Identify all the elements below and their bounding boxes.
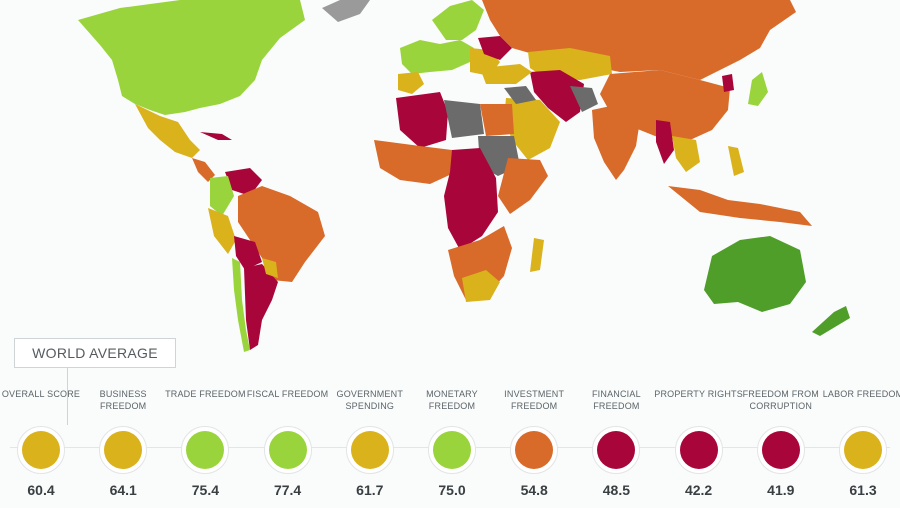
region-australia[interactable] bbox=[704, 236, 806, 312]
world-average-connector bbox=[67, 367, 68, 425]
region-europe-west[interactable] bbox=[400, 40, 474, 74]
region-new-zealand[interactable] bbox=[812, 306, 850, 336]
region-bolivia[interactable] bbox=[234, 236, 262, 270]
metric-value: 61.3 bbox=[849, 482, 877, 498]
metric-score-dot bbox=[186, 431, 225, 469]
region-greenland bbox=[322, 0, 370, 22]
region-ukraine[interactable] bbox=[478, 36, 512, 60]
metric-value: 41.9 bbox=[767, 482, 795, 498]
metric-2[interactable]: TRADE FREEDOM 75.4 bbox=[160, 388, 250, 504]
region-peru[interactable] bbox=[208, 208, 236, 254]
metric-label: GOVERNMENT SPENDING bbox=[336, 389, 404, 411]
metric-ring bbox=[181, 426, 230, 474]
region-venezuela[interactable] bbox=[225, 168, 262, 196]
metric-score-dot bbox=[350, 431, 389, 469]
metric-0[interactable]: OVERALL SCORE 60.4 bbox=[0, 388, 86, 504]
region-argentina[interactable] bbox=[244, 264, 278, 350]
metric-ring bbox=[674, 426, 723, 474]
metric-label: FINANCIAL FREEDOM bbox=[591, 389, 641, 411]
metric-value: 61.7 bbox=[356, 482, 384, 498]
metric-score-dot bbox=[268, 431, 307, 469]
region-iberia[interactable] bbox=[398, 72, 424, 94]
region-japan[interactable] bbox=[748, 72, 768, 106]
metric-score-dot bbox=[597, 431, 636, 469]
region-central-america[interactable] bbox=[192, 158, 215, 182]
metric-score-dot bbox=[761, 431, 800, 469]
metric-7[interactable]: FINANCIAL FREEDOM 48.5 bbox=[571, 388, 661, 504]
metric-ring bbox=[345, 426, 394, 474]
metric-score-dot bbox=[515, 431, 554, 469]
metric-value: 77.4 bbox=[273, 482, 302, 498]
metric-value: 48.5 bbox=[602, 482, 631, 498]
metric-ring bbox=[756, 426, 805, 474]
metric-label: LABOR FREEDOM bbox=[822, 389, 900, 399]
region-west-africa[interactable] bbox=[374, 140, 456, 184]
metric-label: FREEDOM FROM CORRUPTION bbox=[742, 389, 819, 411]
region-myanmar[interactable] bbox=[656, 120, 674, 164]
metric-ring bbox=[839, 426, 887, 474]
region-india[interactable] bbox=[592, 104, 640, 180]
metric-ring bbox=[510, 426, 559, 474]
region-turkey[interactable] bbox=[480, 64, 532, 84]
region-south-africa[interactable] bbox=[462, 270, 500, 302]
region-scandinavia[interactable] bbox=[432, 0, 484, 40]
region-north-africa[interactable] bbox=[396, 92, 448, 148]
metric-label: INVESTMENT FREEDOM bbox=[504, 389, 565, 411]
metric-4[interactable]: GOVERNMENT SPENDING 61.7 bbox=[325, 388, 415, 504]
metric-6[interactable]: INVESTMENT FREEDOM 54.8 bbox=[489, 388, 579, 504]
metric-label: PROPERTY RIGHTS bbox=[654, 389, 743, 399]
region-madagascar[interactable] bbox=[530, 238, 544, 272]
metric-score-dot bbox=[679, 431, 718, 469]
metric-9[interactable]: FREEDOM FROM CORRUPTION 41.9 bbox=[736, 388, 826, 504]
region-paraguay[interactable] bbox=[262, 258, 278, 278]
region-egypt[interactable] bbox=[480, 104, 514, 136]
region-indochina[interactable] bbox=[672, 136, 700, 172]
metric-3[interactable]: FISCAL FREEDOM 77.4 bbox=[243, 388, 333, 504]
region-north-america[interactable] bbox=[78, 0, 305, 115]
metric-label: TRADE FREEDOM bbox=[165, 389, 246, 399]
region-cuba[interactable] bbox=[200, 132, 232, 140]
metric-value: 60.4 bbox=[27, 482, 55, 498]
region-iran[interactable] bbox=[530, 70, 584, 122]
metric-10[interactable]: LABOR FREEDOM 61.3 bbox=[818, 388, 900, 504]
region-chile[interactable] bbox=[232, 258, 250, 352]
metric-ring bbox=[428, 426, 476, 474]
metric-label: MONETARY FREEDOM bbox=[426, 389, 478, 411]
region-philippines[interactable] bbox=[728, 146, 744, 176]
metric-5[interactable]: MONETARY FREEDOM 75.0 bbox=[407, 388, 497, 504]
region-libya bbox=[444, 100, 484, 138]
region-indonesia[interactable] bbox=[668, 186, 812, 226]
metric-score-dot bbox=[22, 431, 60, 469]
region-russia[interactable] bbox=[482, 0, 796, 80]
region-east-africa[interactable] bbox=[498, 158, 548, 214]
world-average-label: WORLD AVERAGE bbox=[14, 338, 176, 368]
metric-ring bbox=[263, 426, 312, 474]
region-mexico[interactable] bbox=[135, 104, 200, 158]
metric-1[interactable]: BUSINESS FREEDOM 64.1 bbox=[78, 388, 168, 504]
metric-value: 54.8 bbox=[520, 482, 548, 498]
metric-value: 42.2 bbox=[684, 482, 713, 498]
metric-label: OVERALL SCORE bbox=[1, 389, 81, 399]
metric-label: FISCAL FREEDOM bbox=[246, 389, 329, 399]
metric-value: 64.1 bbox=[109, 482, 137, 498]
metric-score-dot bbox=[433, 431, 471, 469]
metric-label: BUSINESS FREEDOM bbox=[99, 389, 147, 411]
metric-value: 75.4 bbox=[191, 482, 220, 498]
metric-ring bbox=[592, 426, 641, 474]
region-north-korea[interactable] bbox=[722, 74, 734, 92]
metric-score-dot bbox=[104, 431, 143, 469]
metric-value: 75.0 bbox=[438, 482, 466, 498]
metric-8[interactable]: PROPERTY RIGHTS 42.2 bbox=[654, 388, 744, 504]
region-brazil[interactable] bbox=[238, 186, 325, 282]
metric-ring bbox=[99, 426, 148, 474]
region-colombia[interactable] bbox=[210, 176, 234, 216]
region-afghanistan bbox=[570, 86, 598, 112]
region-central-africa[interactable] bbox=[444, 148, 498, 250]
metric-ring bbox=[17, 426, 65, 474]
region-arabia[interactable] bbox=[504, 98, 560, 160]
region-syria-iraq bbox=[504, 86, 536, 104]
metric-score-dot bbox=[844, 431, 882, 469]
world-map bbox=[78, 0, 850, 352]
